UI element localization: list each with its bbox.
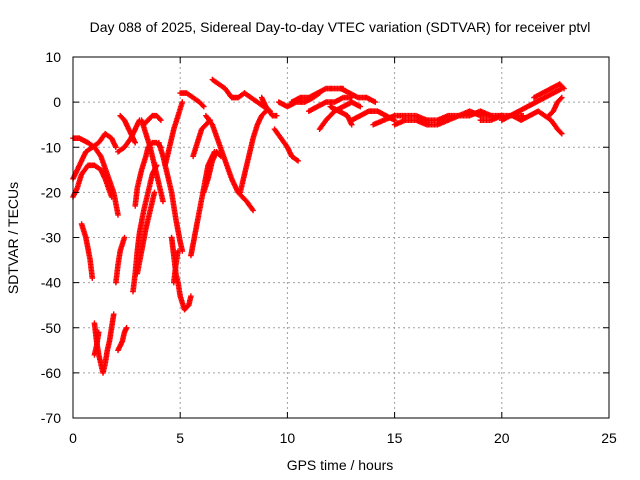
- x-tick-label: 25: [601, 430, 617, 446]
- series-arc-16: [156, 139, 186, 254]
- series-arc-15: [134, 189, 158, 277]
- data-point: [113, 144, 119, 151]
- series-arc-45: [546, 94, 565, 119]
- axis-ticks: 0 5 10 15 20 25 10 0 -10 -20 -30 -40 -50 -60 -70: [41, 49, 617, 446]
- data-point: [558, 129, 564, 136]
- series-arc-37: [370, 112, 430, 128]
- data-point: [179, 99, 186, 105]
- data-point: [108, 194, 115, 200]
- data-point: [199, 102, 206, 109]
- series-arc-10: [115, 117, 143, 155]
- chart-title: Day 088 of 2025, Sidereal Day-to-day VTE…: [90, 19, 591, 35]
- x-tick-label: 15: [387, 430, 403, 446]
- series-arc-21: [188, 149, 218, 259]
- series-arc-02: [70, 162, 115, 200]
- data-points: [70, 76, 567, 376]
- data-point: [132, 139, 138, 146]
- x-tick-label: 20: [494, 430, 510, 446]
- data-point: [121, 234, 128, 241]
- data-point: [95, 329, 102, 336]
- series-arc-25: [209, 76, 248, 101]
- data-point: [558, 95, 564, 102]
- series-arc-03: [70, 130, 119, 182]
- series-arc-29: [271, 126, 301, 164]
- y-tick-label: -70: [41, 410, 61, 426]
- series-arc-31: [288, 85, 346, 105]
- data-point: [123, 324, 130, 331]
- data-point: [110, 311, 117, 317]
- series-arc-26: [237, 108, 269, 196]
- data-point: [201, 103, 207, 110]
- data-point: [357, 103, 364, 110]
- data-point: [561, 85, 567, 92]
- series-arc-06: [91, 329, 102, 358]
- series-arc-22: [190, 117, 213, 160]
- data-point: [250, 207, 256, 214]
- data-point: [158, 117, 164, 123]
- data-point: [188, 293, 194, 299]
- y-tick-label: -40: [41, 275, 61, 291]
- data-point: [559, 94, 565, 101]
- y-tick-label: -10: [41, 139, 61, 155]
- y-tick-label: 10: [45, 49, 61, 65]
- series-arc-17: [162, 99, 186, 169]
- x-tick-label: 0: [69, 430, 77, 446]
- series-arc-07: [113, 234, 128, 286]
- x-tick-label: 5: [176, 430, 184, 446]
- data-point: [115, 212, 121, 218]
- y-tick-label: 0: [53, 94, 61, 110]
- series-arc-35: [338, 85, 379, 105]
- y-axis-label: SDTVAR / TECUs: [5, 182, 21, 294]
- series-arc-05: [91, 311, 117, 376]
- series-arc-43: [531, 81, 567, 101]
- series-arc-40: [445, 108, 505, 123]
- series-arc-32: [306, 94, 355, 114]
- data-point: [89, 275, 96, 281]
- x-tick-label: 10: [280, 430, 296, 446]
- series-arc-28: [258, 94, 280, 119]
- data-point: [175, 248, 181, 254]
- data-point: [273, 112, 280, 119]
- series-arc-08: [115, 324, 130, 354]
- data-point: [372, 99, 379, 105]
- data-point: [560, 84, 566, 91]
- y-tick-label: -50: [41, 320, 61, 336]
- x-axis-label: GPS time / hours: [287, 457, 394, 473]
- series-arc-19: [171, 248, 181, 286]
- series-arc-14: [141, 112, 164, 128]
- series-arc-20: [177, 90, 207, 110]
- data-point: [295, 158, 301, 164]
- data-point: [262, 109, 268, 116]
- data-point: [160, 198, 166, 205]
- series-arc-04: [78, 221, 96, 281]
- series-arc-24: [203, 112, 256, 214]
- data-point: [151, 189, 158, 196]
- data-point: [559, 130, 565, 137]
- series-arc-44: [509, 108, 565, 137]
- y-tick-label: -20: [41, 184, 61, 200]
- y-tick-label: -60: [41, 365, 61, 381]
- y-tick-label: -30: [41, 230, 61, 246]
